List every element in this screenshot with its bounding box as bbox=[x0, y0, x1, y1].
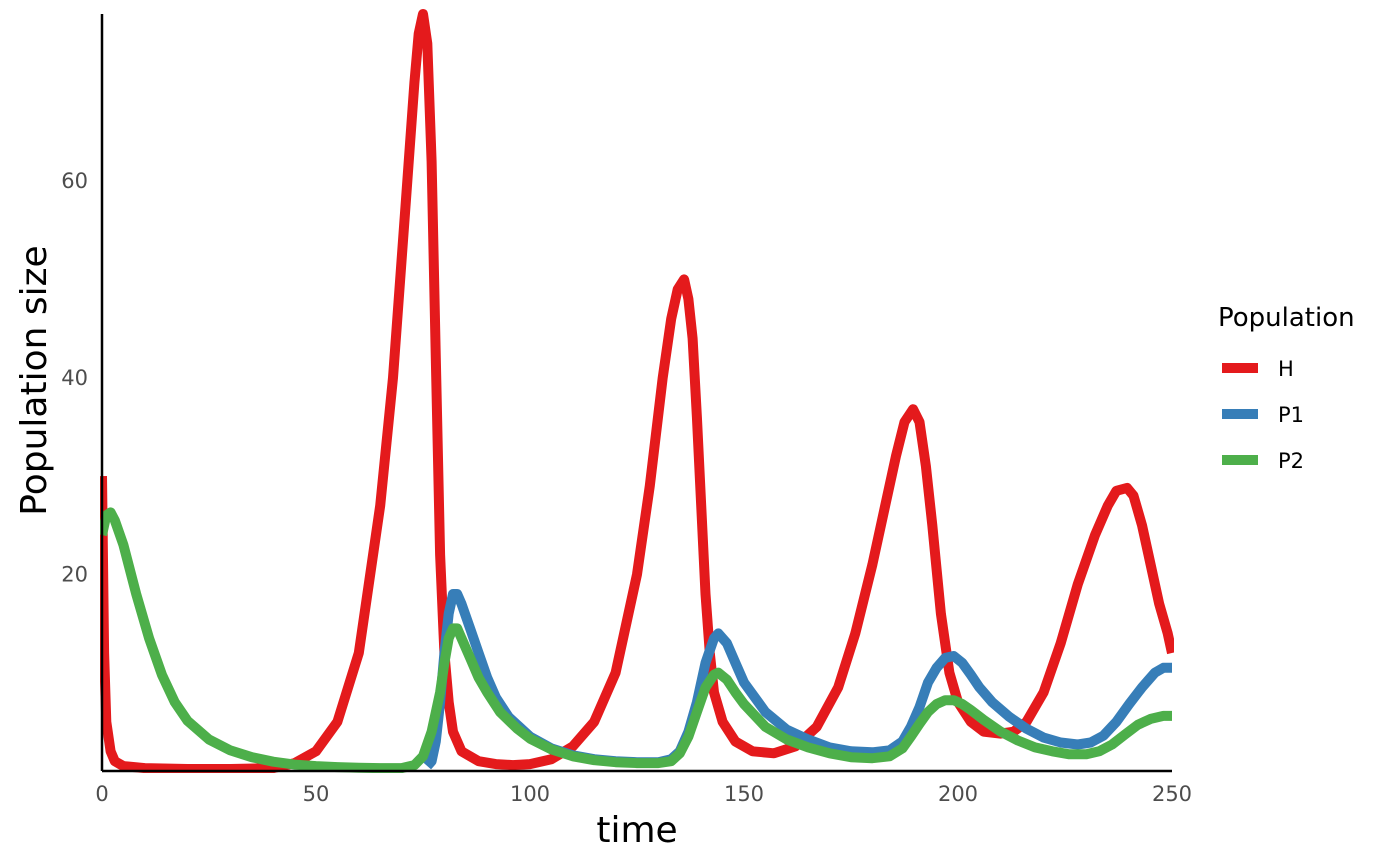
legend-title: Population bbox=[1218, 303, 1355, 333]
y-axis-title: Population size bbox=[14, 245, 55, 515]
series-line-h bbox=[100, 9, 1174, 773]
y-axis-ticks: 20 40 60 bbox=[61, 169, 88, 586]
legend-label-p2: P2 bbox=[1278, 449, 1304, 473]
series-line-p2 bbox=[100, 507, 1172, 773]
x-tick-label: 200 bbox=[938, 782, 978, 806]
x-tick-label: 50 bbox=[303, 782, 330, 806]
legend: Population H P1 P2 bbox=[1218, 303, 1355, 473]
x-tick-label: 0 bbox=[95, 782, 108, 806]
series-line-p1 bbox=[423, 589, 1172, 770]
x-axis-ticks: 0 50 100 150 200 250 bbox=[95, 782, 1192, 806]
y-tick-label: 40 bbox=[61, 366, 88, 390]
x-axis-title: time bbox=[596, 810, 677, 851]
x-tick-label: 150 bbox=[724, 782, 764, 806]
y-tick-label: 20 bbox=[61, 562, 88, 586]
x-tick-label: 250 bbox=[1152, 782, 1192, 806]
series-layer bbox=[100, 9, 1174, 773]
x-tick-label: 100 bbox=[510, 782, 550, 806]
y-tick-label: 60 bbox=[61, 169, 88, 193]
legend-label-h: H bbox=[1278, 357, 1294, 381]
legend-label-p1: P1 bbox=[1278, 403, 1304, 427]
